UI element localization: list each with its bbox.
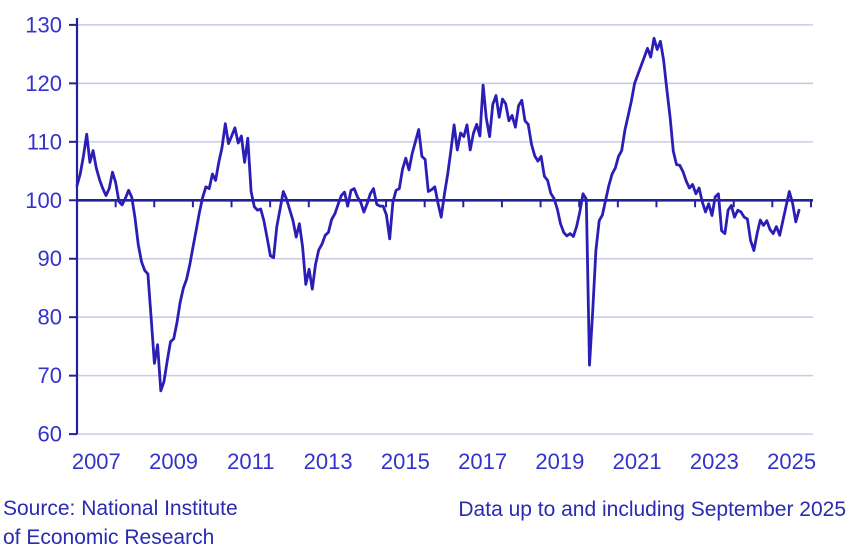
y-tick-label-130: 130 (25, 12, 62, 37)
y-tick-label-60: 60 (38, 422, 62, 447)
y-tick-label-80: 80 (38, 305, 62, 330)
y-tick-label-100: 100 (25, 188, 62, 213)
source-caption-line2: of Economic Research (3, 526, 215, 549)
source-caption: Source: National Institute of Economic R… (3, 494, 238, 552)
x-tick-label-2009: 2009 (149, 449, 198, 474)
data-note: Data up to and including September 2025 (458, 498, 846, 521)
x-tick-label-2025: 2025 (767, 449, 816, 474)
x-tick-label-2019: 2019 (535, 449, 584, 474)
x-tick-label-2013: 2013 (304, 449, 353, 474)
gridlines (77, 24, 813, 435)
x-tick-label-2021: 2021 (613, 449, 662, 474)
indicator-series-line (75, 36, 801, 393)
axes-and-ticks (69, 18, 813, 436)
x-tick-label-2011: 2011 (227, 449, 274, 474)
x-tick-label-2017: 2017 (458, 449, 507, 474)
x-tick-label-2007: 2007 (72, 449, 121, 474)
data-line (75, 36, 801, 393)
x-tick-label-2015: 2015 (381, 449, 430, 474)
x-tick-label-2023: 2023 (690, 449, 739, 474)
y-tick-label-90: 90 (38, 246, 62, 271)
axis-tick-labels: 60 70 80 90 100 110 120 130 2007 2009 2011 2013 2015… (25, 12, 816, 474)
source-caption-line1: Source: National Institute (3, 497, 238, 520)
y-tick-label-110: 110 (27, 129, 62, 154)
y-tick-label-120: 120 (25, 71, 62, 96)
y-tick-label-70: 70 (38, 363, 62, 388)
